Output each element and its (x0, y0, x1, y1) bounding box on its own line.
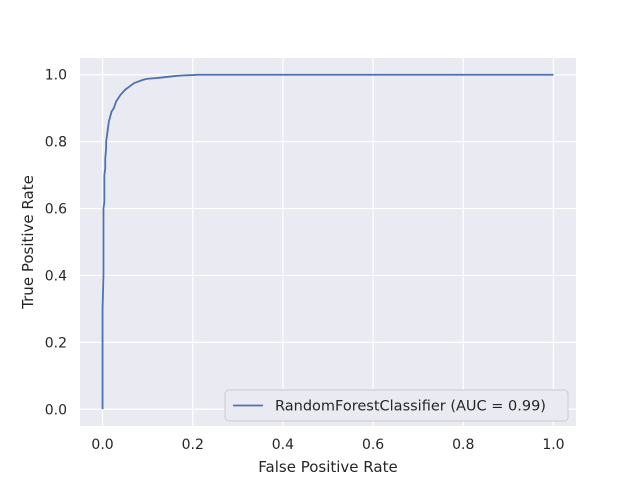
ticks: 0.0 0.2 0.4 0.6 0.8 1.0 0.0 0.2 0.4 0.6 0.8 1.0 (45, 68, 565, 453)
grid (80, 58, 576, 426)
y-tick-label: 0.8 (45, 135, 67, 151)
x-axis-label: False Positive Rate (258, 458, 397, 476)
x-tick-label: 0.4 (272, 437, 294, 453)
x-tick-label: 0.8 (452, 437, 474, 453)
series (101, 73, 554, 410)
y-tick-label: 0.4 (45, 268, 67, 284)
plot-background (80, 58, 576, 426)
y-tick-label: 1.0 (45, 68, 67, 84)
roc-curve-line (101, 73, 554, 410)
y-tick-label: 0.2 (45, 335, 67, 351)
y-tick-label: 0.0 (45, 402, 67, 418)
x-tick-label: 0.0 (91, 437, 113, 453)
x-tick-label: 0.6 (362, 437, 384, 453)
x-tick-label: 1.0 (542, 437, 564, 453)
legend-label: RandomForestClassifier (AUC = 0.99) (275, 399, 546, 415)
x-tick-label: 0.2 (182, 437, 204, 453)
legend-box (224, 389, 569, 422)
legend: RandomForestClassifier (AUC = 0.99) (224, 389, 569, 422)
y-axis-label: True Positive Rate (19, 175, 37, 310)
y-tick-label: 0.6 (45, 202, 67, 218)
